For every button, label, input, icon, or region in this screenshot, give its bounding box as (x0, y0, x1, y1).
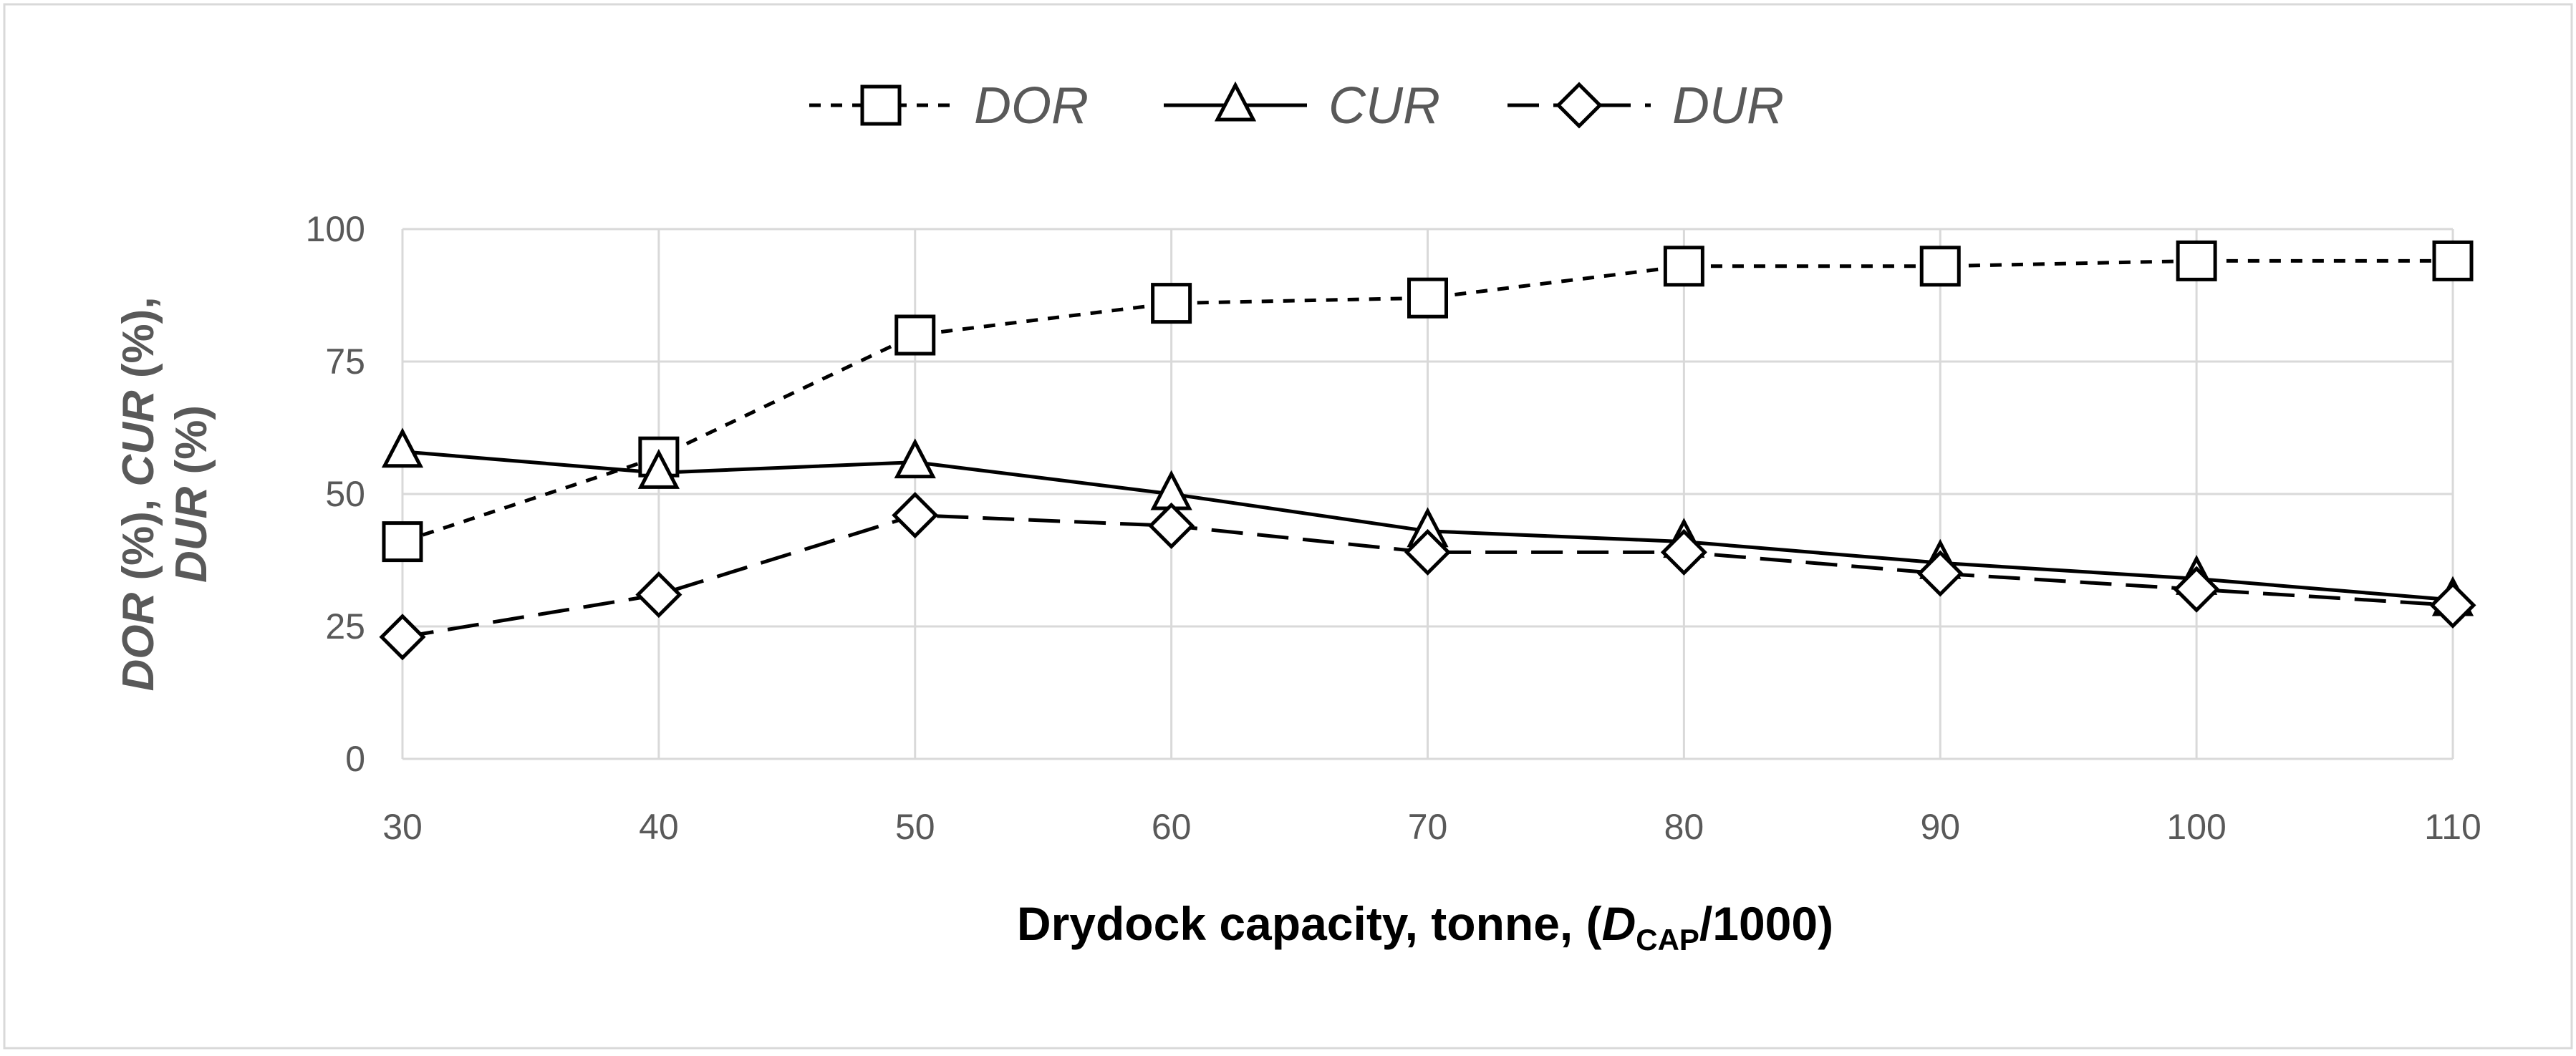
series-dor-point (894, 314, 936, 356)
chart-border (3, 3, 2573, 1050)
series-dur-line (402, 513, 2454, 639)
y-axis-title-line-1: DOR (%), CUR (%), (114, 296, 163, 691)
series-cur-point (381, 427, 424, 468)
series-dur-point (892, 492, 939, 539)
axis-titles: Drydock capacity, tonne, (DCAP/1000) DOR … (114, 296, 1833, 956)
x-tick-label: 80 (1664, 807, 1704, 847)
x-tick-label: 110 (2424, 807, 2481, 847)
legend-cur-marker (1214, 81, 1257, 122)
x-tick-label: 100 (2166, 807, 2226, 847)
x-tick-label: 70 (1408, 807, 1448, 847)
x-tick-label: 60 (1152, 807, 1192, 847)
legend-cur-label: CUR (1328, 77, 1440, 135)
series-dur-point (379, 614, 426, 661)
series-cur-point (894, 438, 936, 479)
axis-ticks: 0 25 50 75 100 30 40 50 60 70 80 90 100 110 (306, 209, 2481, 847)
series-dur-point (1404, 528, 1452, 576)
y-axis-title: DOR (%), CUR (%),DUR (%) (114, 296, 216, 691)
y-tick-label: 50 (325, 474, 365, 514)
series-dur-point (1916, 550, 1964, 597)
y-tick-label: 0 (345, 739, 365, 779)
series-dur-point (2429, 581, 2476, 629)
x-tick-label: 30 (382, 807, 423, 847)
x-tick-label: 40 (639, 807, 679, 847)
series-dor-point (1151, 283, 1192, 324)
series-dor-point (382, 521, 423, 563)
series-dur-point (1148, 502, 1195, 549)
series-dor-point (2432, 240, 2474, 281)
legend-dor-label: DOR (974, 77, 1089, 135)
series-group (379, 240, 2476, 661)
legend-dur-label: DUR (1672, 77, 1784, 135)
series-dur-point (635, 571, 682, 619)
series-dor-point (1919, 246, 1961, 287)
legend: DOR CUR DUR (809, 77, 1784, 135)
x-tick-label: 50 (895, 807, 935, 847)
series-dur-point (2173, 566, 2220, 613)
y-tick-label: 25 (325, 606, 365, 646)
x-axis-title: Drydock capacity, tonne, (DCAP/1000) (1017, 897, 1833, 956)
y-axis-title-line-2: DUR (%) (167, 405, 216, 583)
series-cur-point (637, 448, 680, 489)
x-tick-label: 90 (1920, 807, 1960, 847)
series-dor-point (2176, 240, 2217, 281)
series-dur-point (1660, 528, 1707, 576)
legend-dor-marker (860, 84, 902, 126)
series-dor-point (1407, 277, 1448, 319)
y-tick-label: 100 (306, 209, 365, 249)
legend-dur-marker (1555, 82, 1603, 129)
y-tick-label: 75 (325, 341, 365, 382)
series-dor-point (1663, 246, 1704, 287)
